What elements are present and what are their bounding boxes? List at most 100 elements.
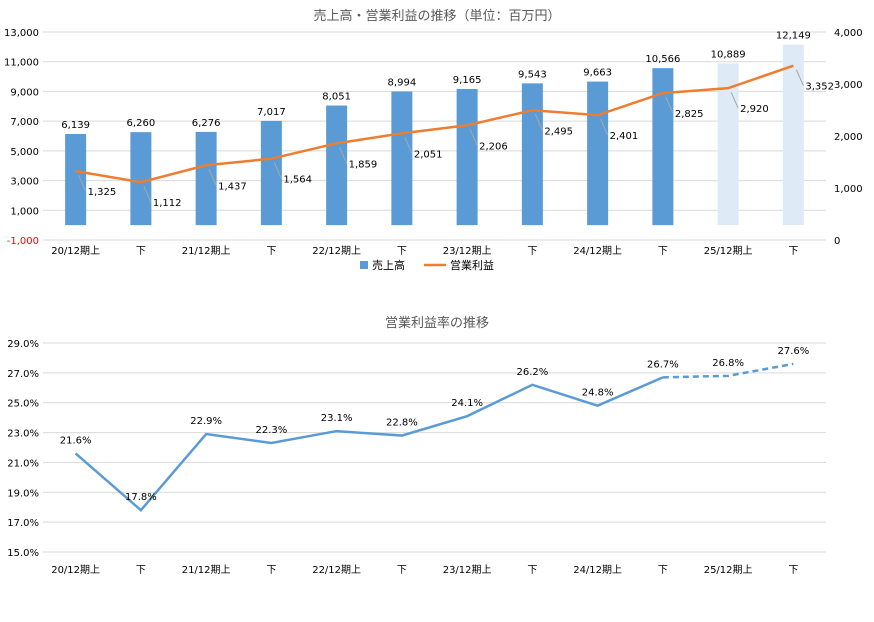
right-axis-tick: 2,000 — [834, 132, 863, 143]
margin-value-label: 17.8% — [125, 492, 157, 503]
left-axis-tick: 7,000 — [10, 117, 39, 128]
margin-line — [74, 376, 664, 512]
profit-leader-line — [730, 91, 739, 109]
sales-bar — [652, 68, 674, 226]
y-axis-tick: 25.0% — [7, 399, 39, 410]
category-label: 22/12期上 — [312, 564, 361, 576]
category-label: 下 — [397, 246, 407, 257]
sales-bar — [456, 88, 478, 226]
category-label: 下 — [266, 565, 276, 576]
category-label: 下 — [788, 565, 798, 576]
category-label: 24/12期上 — [573, 245, 622, 257]
margin-value-label: 21.6% — [60, 435, 92, 446]
y-axis-tick: 21.0% — [7, 458, 39, 469]
sales-value-label: 10,566 — [645, 54, 680, 65]
chart-title: 売上高・営業利益の推移（単位：百万円） — [313, 8, 560, 24]
profit-value-label: 1,437 — [218, 181, 247, 192]
category-label: 下 — [397, 565, 407, 576]
margin-value-label: 24.8% — [582, 388, 614, 399]
sales-bar — [260, 120, 282, 226]
sales-bar — [587, 81, 609, 226]
sales-bar — [391, 91, 413, 226]
profit-leader-line — [469, 129, 478, 146]
sales-value-label: 8,994 — [388, 78, 417, 89]
profit-value-label: 3,352 — [805, 82, 834, 93]
sales-bar — [195, 131, 217, 226]
profit-leader-line — [665, 96, 674, 114]
y-axis-tick: 15.0% — [7, 548, 39, 559]
profit-value-label: 2,495 — [544, 126, 573, 137]
y-axis-tick: 23.0% — [7, 429, 39, 440]
sales-bar — [521, 83, 543, 226]
category-label: 20/12期上 — [51, 564, 100, 576]
legend-label-profit: 営業利益 — [450, 258, 494, 272]
sales-bar — [130, 132, 152, 226]
sales-profit-chart: 売上高・営業利益の推移（単位：百万円） 13,000 11,000 9,000 7,00… — [4, 8, 863, 272]
left-axis-tick: 13,000 — [4, 28, 39, 39]
legend-label-sales: 売上高 — [372, 258, 405, 272]
margin-value-label: 23.1% — [321, 413, 353, 424]
sales-value-label: 7,017 — [257, 107, 286, 118]
margin-value-label: 27.6% — [777, 346, 809, 357]
sales-bar — [65, 133, 87, 226]
sales-value-label: 12,149 — [776, 31, 811, 42]
right-axis-tick: 1,000 — [834, 184, 863, 195]
y-axis-tick: 19.0% — [7, 488, 39, 499]
profit-value-label: 2,825 — [675, 109, 704, 120]
sales-bar — [326, 105, 348, 226]
left-axis-tick: 1,000 — [10, 206, 39, 217]
category-label: 20/12期上 — [51, 245, 100, 257]
sales-value-label: 9,165 — [453, 75, 482, 86]
category-label: 下 — [658, 565, 668, 576]
profit-leader-line — [273, 162, 282, 179]
sales-value-label: 10,889 — [711, 49, 746, 60]
margin-value-label: 22.9% — [190, 416, 222, 427]
sales-value-label: 8,051 — [322, 92, 351, 103]
profit-leader-line — [404, 137, 413, 154]
profit-value-label: 1,325 — [88, 187, 117, 198]
legend-swatch-sales — [360, 261, 368, 269]
y-axis-tick: 17.0% — [7, 518, 39, 529]
profit-leader-line — [208, 169, 217, 186]
category-label: 下 — [658, 246, 668, 257]
margin-value-label: 24.1% — [451, 398, 483, 409]
chart-title: 営業利益率の推移 — [385, 315, 489, 331]
margin-value-label: 22.3% — [255, 425, 287, 436]
margin-value-label: 26.2% — [516, 367, 548, 378]
profit-value-label: 1,564 — [283, 175, 312, 186]
left-axis-tick: 11,000 — [4, 58, 39, 69]
profit-value-label: 2,051 — [414, 149, 443, 160]
right-axis-tick: 3,000 — [834, 80, 863, 91]
profit-margin-chart: 営業利益率の推移 29.0% 27.0% 25.0% 23.0% 21.0% 19.0% 17… — [7, 315, 826, 576]
left-axis-tick: -1,000 — [7, 236, 39, 247]
category-label: 下 — [527, 565, 537, 576]
margin-value-label: 26.8% — [712, 358, 744, 369]
profit-leader-line — [143, 185, 152, 203]
sales-value-label: 6,139 — [61, 120, 90, 131]
sales-value-label: 9,543 — [518, 69, 547, 80]
category-label: 22/12期上 — [312, 245, 361, 257]
category-label: 下 — [266, 246, 276, 257]
profit-value-label: 2,401 — [610, 131, 639, 142]
profit-leader-line — [78, 174, 87, 192]
sales-bar — [782, 44, 804, 226]
category-label: 下 — [136, 246, 146, 257]
profit-value-label: 1,859 — [349, 159, 378, 170]
profit-value-label: 1,112 — [153, 198, 182, 209]
category-label: 23/12期上 — [443, 245, 492, 257]
margin-value-label: 22.8% — [386, 418, 418, 429]
sales-value-label: 9,663 — [583, 68, 612, 79]
category-label: 21/12期上 — [182, 564, 231, 576]
category-label: 下 — [788, 246, 798, 257]
left-axis-tick: 9,000 — [10, 87, 39, 98]
category-label: 21/12期上 — [182, 245, 231, 257]
right-axis-tick: 0 — [834, 236, 840, 247]
profit-leader-line — [534, 114, 543, 131]
category-label: 25/12期上 — [704, 245, 753, 257]
profit-value-label: 2,920 — [740, 104, 769, 115]
y-axis-tick: 27.0% — [7, 369, 39, 380]
y-axis-tick: 29.0% — [7, 339, 39, 350]
profit-leader-line — [795, 69, 804, 86]
sales-value-label: 6,260 — [127, 118, 156, 129]
